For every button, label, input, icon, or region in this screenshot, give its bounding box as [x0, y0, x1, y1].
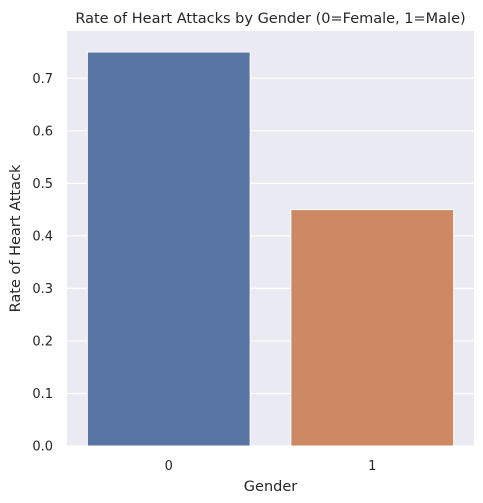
y-tick-label: 0.4: [32, 229, 53, 244]
y-tick-label: 0.3: [32, 282, 53, 297]
y-tick-label: 0.5: [32, 177, 53, 192]
bar-1: [290, 209, 455, 447]
y-tick-label: 0.2: [32, 334, 53, 349]
x-axis-label: Gender: [244, 479, 297, 495]
x-tick-label: 0: [165, 459, 173, 474]
y-axis-label: Rate of Heart Attack: [8, 164, 24, 312]
y-tick-label: 0.0: [32, 440, 53, 455]
bars-layer: [86, 51, 455, 447]
y-tick-label: 0.1: [32, 387, 53, 402]
bar-0: [86, 51, 251, 447]
chart-title: Rate of Heart Attacks by Gender (0=Femal…: [75, 11, 465, 27]
y-tick-label: 0.7: [32, 72, 53, 87]
y-tick-label: 0.6: [32, 124, 53, 139]
y-axis-ticks: 0.0 0.1 0.2 0.3 0.4 0.5 0.6 0.7: [32, 72, 53, 455]
x-tick-label: 1: [368, 459, 376, 474]
